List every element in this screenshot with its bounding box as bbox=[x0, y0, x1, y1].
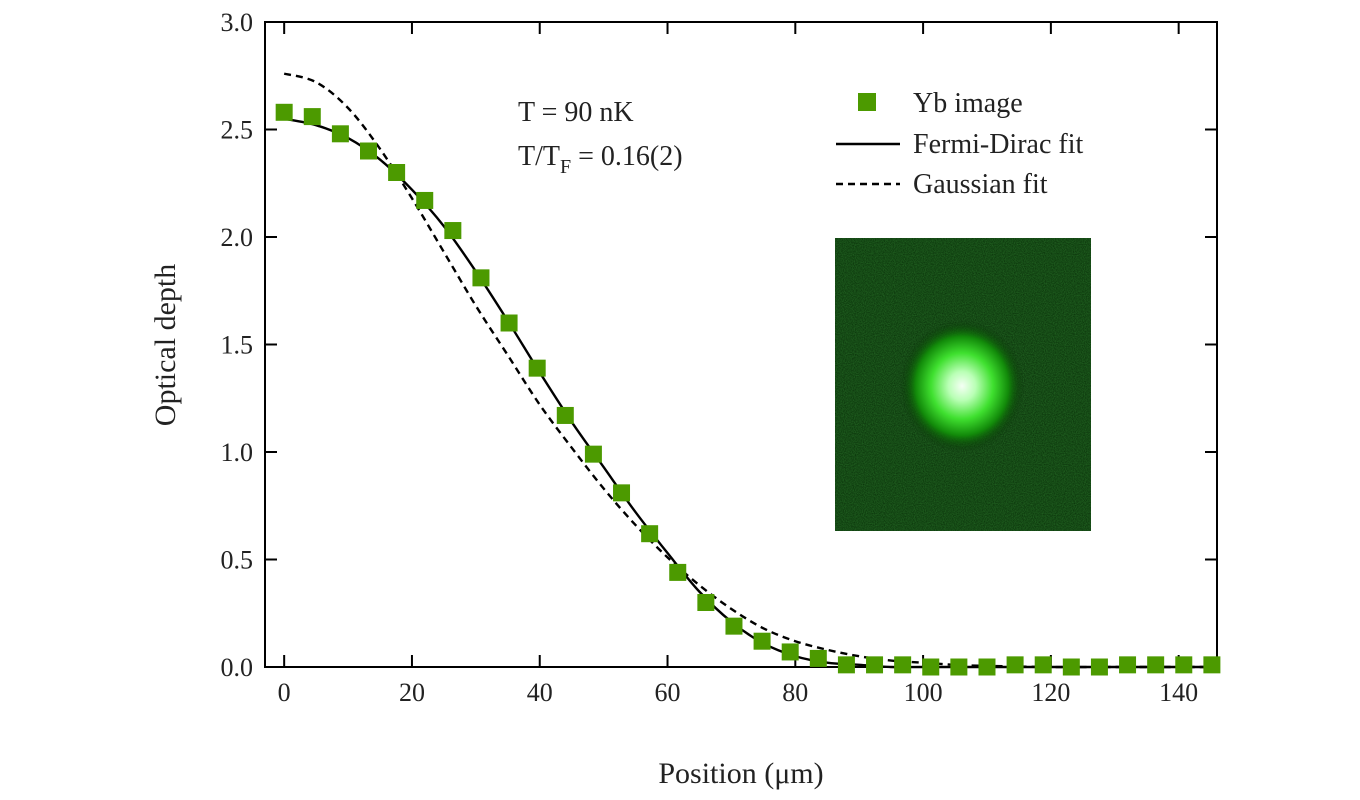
marker-yb-image-11 bbox=[584, 445, 602, 463]
legend-label-fermi-dirac: Fermi-Dirac fit bbox=[913, 129, 1083, 160]
x-tick-label-4: 80 bbox=[782, 678, 808, 707]
marker-yb-image-19 bbox=[809, 649, 827, 667]
y-tick-label-4: 2.0 bbox=[221, 223, 254, 252]
marker-yb-image-29 bbox=[1090, 658, 1108, 676]
y-tick-label-1: 0.5 bbox=[221, 546, 254, 575]
marker-yb-image-2 bbox=[331, 125, 349, 143]
legend-marker-yb-image bbox=[858, 93, 876, 111]
x-tick-label-7: 140 bbox=[1159, 678, 1198, 707]
legend-label-yb-image: Yb image bbox=[913, 88, 1023, 119]
y-tick-label-0: 0.0 bbox=[221, 653, 254, 682]
marker-yb-image-15 bbox=[697, 594, 715, 611]
gaussian-fit-line bbox=[283, 72, 1211, 669]
marker-yb-image-21 bbox=[866, 656, 884, 674]
marker-yb-image-33 bbox=[1203, 656, 1221, 674]
marker-yb-image-17 bbox=[753, 632, 771, 650]
y-tick-label-3: 1.5 bbox=[221, 331, 254, 360]
y-tick-label-2: 1.0 bbox=[221, 438, 254, 467]
marker-yb-image-0 bbox=[275, 103, 293, 121]
marker-yb-image-20 bbox=[837, 656, 855, 674]
marker-yb-image-13 bbox=[641, 525, 659, 543]
marker-yb-image-22 bbox=[894, 656, 912, 674]
y-tick-label-5: 2.5 bbox=[221, 116, 254, 145]
marker-yb-image-16 bbox=[725, 617, 743, 635]
x-tick-label-5: 100 bbox=[904, 678, 943, 707]
marker-yb-image-32 bbox=[1175, 656, 1193, 674]
marker-yb-image-27 bbox=[1034, 656, 1052, 674]
x-tick-label-1: 20 bbox=[399, 678, 425, 707]
data-markers bbox=[275, 103, 1221, 676]
marker-yb-image-6 bbox=[444, 222, 462, 240]
marker-yb-image-25 bbox=[978, 658, 996, 676]
y-axis-label: Optical depth bbox=[149, 264, 182, 426]
marker-yb-image-5 bbox=[416, 191, 434, 209]
marker-yb-image-14 bbox=[669, 563, 687, 581]
marker-yb-image-10 bbox=[556, 406, 574, 424]
marker-yb-image-23 bbox=[922, 658, 940, 676]
marker-yb-image-30 bbox=[1119, 656, 1137, 674]
x-tick-label-6: 120 bbox=[1031, 678, 1070, 707]
marker-yb-image-1 bbox=[303, 108, 321, 126]
marker-yb-image-24 bbox=[950, 658, 968, 676]
marker-yb-image-18 bbox=[781, 643, 799, 661]
marker-yb-image-3 bbox=[360, 142, 378, 160]
x-axis-label: Position (μm) bbox=[658, 757, 823, 790]
marker-yb-image-9 bbox=[528, 359, 546, 377]
marker-yb-image-12 bbox=[613, 484, 631, 502]
inset-image bbox=[835, 238, 1091, 531]
legend: Yb image Fermi-Dirac fit Gaussian fit bbox=[836, 88, 1083, 200]
marker-yb-image-31 bbox=[1147, 656, 1165, 674]
ratio-annotation: T/TF = 0.16(2) bbox=[518, 141, 683, 178]
x-tick-label-2: 40 bbox=[527, 678, 553, 707]
temperature-annotation: T = 90 nK bbox=[518, 97, 634, 128]
x-tick-label-3: 60 bbox=[655, 678, 681, 707]
marker-yb-image-28 bbox=[1062, 658, 1080, 676]
marker-yb-image-7 bbox=[472, 269, 490, 287]
axis-tick-labels: 0 20 40 60 80 100 120 140 0.0 0.5 1.0 1.5 2.0 2.5 3.0 bbox=[221, 8, 1199, 707]
y-tick-label-6: 3.0 bbox=[221, 8, 254, 37]
marker-yb-image-8 bbox=[500, 314, 518, 332]
marker-yb-image-26 bbox=[1006, 656, 1024, 674]
legend-label-gaussian: Gaussian fit bbox=[913, 169, 1048, 200]
x-tick-label-0: 0 bbox=[278, 678, 291, 707]
marker-yb-image-4 bbox=[388, 164, 406, 181]
